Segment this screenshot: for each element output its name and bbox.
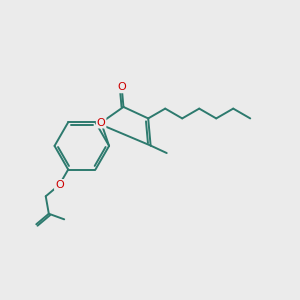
Text: O: O [117,82,126,92]
Text: O: O [55,180,64,190]
Text: O: O [97,118,106,128]
